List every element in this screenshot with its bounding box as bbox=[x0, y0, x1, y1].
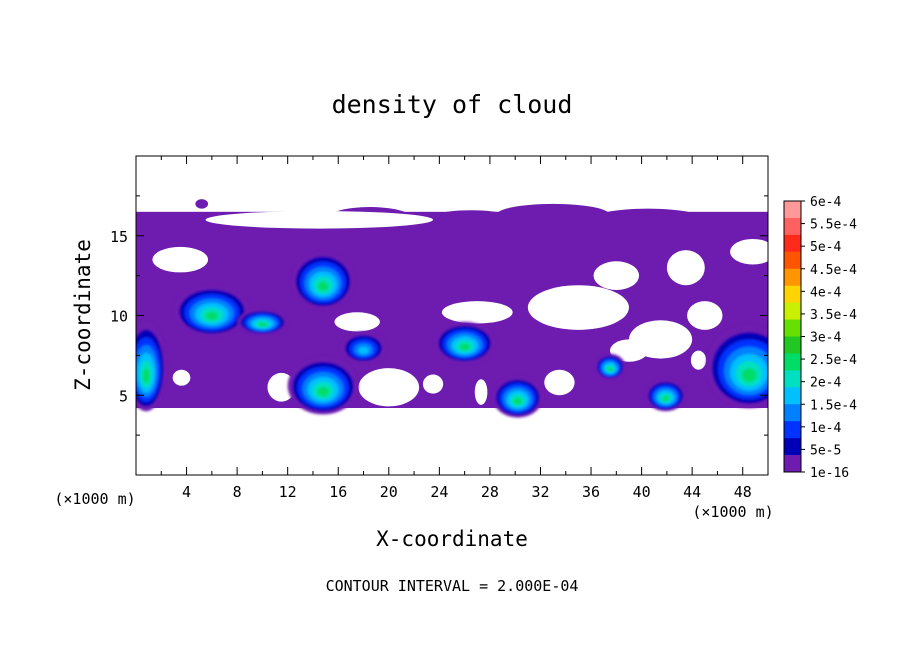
colorbar-label: 5e-5 bbox=[810, 443, 841, 458]
x-axis: 4 8 12 16 20 24 28 32 36 40 44 48 bbox=[160, 156, 752, 501]
colorbar-segment bbox=[784, 387, 801, 405]
density-core bbox=[173, 285, 250, 337]
colorbar-segment bbox=[784, 217, 801, 236]
y-tick-label: 10 bbox=[110, 308, 128, 326]
x-tick-label: 20 bbox=[380, 483, 398, 501]
cloud-gap bbox=[205, 211, 434, 229]
colorbar-segment bbox=[784, 455, 801, 473]
y-tick-label: 5 bbox=[119, 387, 128, 405]
y-axis: 5 10 15 bbox=[110, 195, 768, 436]
density-core bbox=[492, 376, 544, 418]
colorbar-label: 1e-16 bbox=[810, 466, 849, 481]
colorbar-label: 3e-4 bbox=[810, 331, 841, 346]
density-core bbox=[291, 251, 355, 310]
cloud-gap bbox=[690, 350, 707, 370]
density-core bbox=[706, 325, 768, 408]
colorbar-segment bbox=[784, 285, 801, 303]
cloud-gap bbox=[267, 372, 296, 402]
x-tick-label: 24 bbox=[430, 483, 448, 501]
colorbar: 6e-4 5.5e-4 5e-4 4.5e-4 4e-4 3.5e-4 3e-4 2.5e-4… bbox=[783, 195, 857, 481]
colorbar-label: 5.5e-4 bbox=[810, 218, 857, 233]
y-axis-label: Z-coordinate bbox=[71, 239, 95, 391]
chart-title: density of cloud bbox=[332, 90, 573, 119]
x-tick-label: 28 bbox=[481, 483, 499, 501]
x-axis-label: X-coordinate bbox=[376, 527, 528, 551]
density-core bbox=[340, 331, 387, 364]
colorbar-segment bbox=[784, 404, 801, 422]
plot-area bbox=[136, 199, 768, 418]
density-core bbox=[434, 321, 495, 364]
density-core bbox=[287, 356, 359, 415]
colorbar-segment bbox=[784, 336, 801, 354]
colorbar-segment bbox=[784, 251, 801, 270]
colorbar-label: 4e-4 bbox=[810, 285, 841, 300]
colorbar-label: 2.5e-4 bbox=[810, 353, 857, 368]
x-unit-right: (×1000 m) bbox=[692, 503, 773, 521]
colorbar-label: 1.5e-4 bbox=[810, 398, 857, 413]
cloud-gap bbox=[544, 369, 575, 396]
colorbar-label: 1e-4 bbox=[810, 421, 841, 436]
x-tick-label: 4 bbox=[182, 483, 191, 501]
density-core bbox=[594, 353, 626, 380]
cloud-gap bbox=[687, 301, 723, 330]
cloud-gap bbox=[474, 379, 488, 405]
cloud-gap bbox=[152, 246, 209, 273]
cloud-gap bbox=[666, 250, 705, 286]
x-tick-label: 8 bbox=[233, 483, 242, 501]
x-tick-label: 16 bbox=[329, 483, 347, 501]
x-unit-left: (×1000 m) bbox=[54, 490, 135, 508]
colorbar-segment bbox=[784, 421, 801, 439]
colorbar-segment bbox=[784, 438, 801, 456]
colorbar-segment bbox=[784, 319, 801, 337]
colorbar-label: 2e-4 bbox=[810, 376, 841, 391]
density-core bbox=[237, 309, 288, 335]
cloud-top-bump bbox=[195, 199, 209, 209]
colorbar-segment bbox=[784, 370, 801, 388]
colorbar-label: 3.5e-4 bbox=[810, 308, 857, 323]
x-tick-label: 12 bbox=[279, 483, 297, 501]
cloud-gap bbox=[593, 261, 640, 290]
colorbar-label: 4.5e-4 bbox=[810, 263, 857, 278]
colorbar-label: 5e-4 bbox=[810, 240, 841, 255]
x-tick-label: 48 bbox=[734, 483, 752, 501]
cloud-gap bbox=[422, 374, 444, 394]
colorbar-segment bbox=[784, 201, 801, 219]
x-tick-label: 40 bbox=[633, 483, 651, 501]
cloud-top-bump bbox=[496, 203, 610, 227]
colorbar-segment bbox=[784, 234, 801, 253]
cloud-gap bbox=[441, 301, 513, 324]
cloud-gap bbox=[358, 368, 420, 407]
cloud-top-bump bbox=[591, 208, 705, 231]
cloud-gap bbox=[527, 285, 629, 330]
y-tick-label: 15 bbox=[110, 228, 128, 246]
cloud-gap bbox=[610, 339, 648, 362]
x-tick-label: 32 bbox=[531, 483, 549, 501]
colorbar-segment bbox=[784, 302, 801, 320]
density-core bbox=[136, 321, 167, 412]
cloud-gap bbox=[172, 369, 191, 386]
colorbar-segment bbox=[784, 268, 801, 286]
colorbar-label: 6e-4 bbox=[810, 195, 841, 210]
x-tick-label: 44 bbox=[683, 483, 701, 501]
x-tick-label: 36 bbox=[582, 483, 600, 501]
cloud-gap bbox=[730, 238, 768, 265]
cloud-gap bbox=[334, 312, 380, 332]
density-core bbox=[645, 379, 686, 412]
contour-interval-note: CONTOUR INTERVAL = 2.000E-04 bbox=[326, 577, 579, 595]
colorbar-segment bbox=[784, 353, 801, 371]
